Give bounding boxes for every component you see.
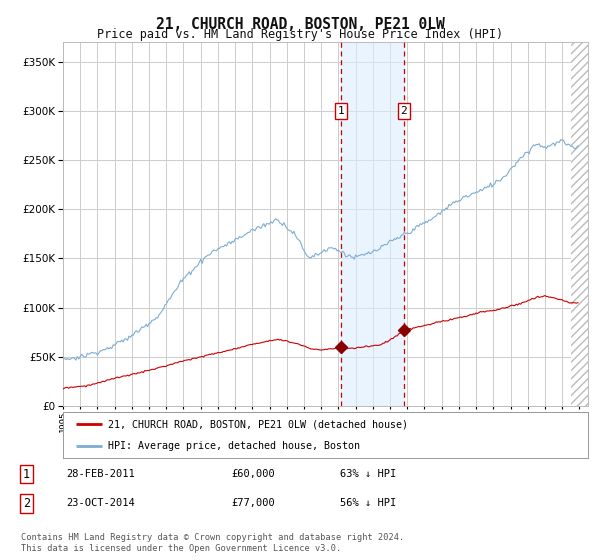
Text: 63% ↓ HPI: 63% ↓ HPI (340, 469, 397, 479)
Text: 1: 1 (23, 468, 30, 480)
Text: £77,000: £77,000 (231, 498, 275, 508)
Text: Contains HM Land Registry data © Crown copyright and database right 2024.
This d: Contains HM Land Registry data © Crown c… (21, 533, 404, 553)
Text: 28-FEB-2011: 28-FEB-2011 (67, 469, 136, 479)
Text: Price paid vs. HM Land Registry's House Price Index (HPI): Price paid vs. HM Land Registry's House … (97, 28, 503, 41)
Text: 21, CHURCH ROAD, BOSTON, PE21 0LW (detached house): 21, CHURCH ROAD, BOSTON, PE21 0LW (detac… (107, 419, 407, 430)
Bar (571, 42, 596, 406)
Text: £60,000: £60,000 (231, 469, 275, 479)
Bar (571, 42, 596, 406)
Text: 21, CHURCH ROAD, BOSTON, PE21 0LW: 21, CHURCH ROAD, BOSTON, PE21 0LW (155, 17, 445, 32)
Text: 23-OCT-2014: 23-OCT-2014 (67, 498, 136, 508)
Text: 2: 2 (23, 497, 30, 510)
Text: 2: 2 (401, 106, 407, 116)
Text: 1: 1 (338, 106, 344, 116)
Bar (341, 42, 404, 406)
Text: HPI: Average price, detached house, Boston: HPI: Average price, detached house, Bost… (107, 441, 359, 451)
Text: 56% ↓ HPI: 56% ↓ HPI (340, 498, 397, 508)
